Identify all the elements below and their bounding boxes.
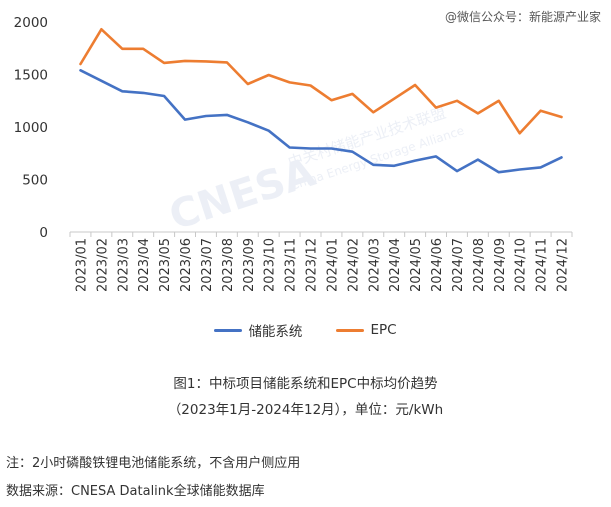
- y-tick-label: 2000: [14, 15, 48, 31]
- x-tick-label: 2024/02: [346, 238, 361, 292]
- series-lines: [79, 27, 563, 174]
- x-tick-label: 2023/05: [158, 238, 173, 292]
- x-tick-label: 2023/11: [284, 238, 299, 292]
- x-tick-label: 2024/10: [514, 238, 529, 292]
- x-tick-label: 2024/01: [325, 238, 340, 292]
- y-tick-label: 1500: [14, 68, 48, 84]
- x-tick-label: 2023/02: [95, 238, 110, 292]
- source-badge: @微信公众号：新能源产业家: [444, 10, 601, 24]
- caption-unit: （2023年1月-2024年12月），单位：元/kWh: [167, 402, 444, 418]
- x-tick-label: 2023/06: [179, 238, 194, 292]
- y-tick-label: 0: [39, 225, 48, 241]
- x-tick-label: 2023/08: [221, 238, 236, 292]
- footnote: 注：2小时磷酸铁锂电池储能系统，不含用户侧应用: [6, 456, 301, 471]
- x-tick-label: 2023/03: [116, 238, 131, 292]
- legend-label-epc: EPC: [370, 322, 397, 338]
- x-tick-label: 2024/08: [472, 238, 487, 292]
- series-line-storage-system: [79, 69, 563, 174]
- x-tick-label: 2024/09: [493, 238, 508, 292]
- line-chart: CNESA 中关村储能产业技术联盟 China Energy Storage A…: [14, 15, 573, 292]
- data-source: 数据来源：CNESA Datalink全球储能数据库: [6, 484, 265, 499]
- y-tick-label: 500: [22, 173, 48, 189]
- legend-swatch-epc: [336, 328, 365, 332]
- legend-item-storage-system: 储能系统: [214, 320, 302, 340]
- legend-swatch-storage-system: [214, 328, 243, 332]
- x-tick-label: 2023/10: [263, 238, 278, 292]
- x-tick-label: 2023/09: [242, 238, 257, 292]
- x-tick-label: 2023/12: [305, 238, 320, 292]
- x-tick-label: 2024/05: [409, 238, 424, 292]
- x-tick-label: 2023/07: [200, 238, 215, 292]
- x-tick-label: 2023/04: [137, 238, 152, 292]
- legend-label-storage-system: 储能系统: [248, 324, 303, 340]
- x-tick-label: 2023/01: [74, 238, 89, 292]
- caption-title: 图1：中标项目储能系统和EPC中标均价趋势: [173, 376, 438, 392]
- x-tick-label: 2024/03: [367, 238, 382, 292]
- legend-item-epc: EPC: [336, 322, 397, 338]
- x-tick-label: 2024/11: [535, 238, 550, 292]
- axes: 0 500 1000 1500 2000 2023/01 2023/02 2023/03 202…: [14, 15, 573, 292]
- x-tick-label: 2024/06: [430, 238, 445, 292]
- legend: 储能系统 EPC: [0, 318, 611, 342]
- x-tick-label: 2024/12: [556, 238, 571, 292]
- x-tick-label: 2024/04: [388, 238, 403, 292]
- series-line-epc: [79, 27, 563, 135]
- cnesa-watermark: CNESA 中关村储能产业技术联盟 China Energy Storage A…: [164, 104, 466, 240]
- x-tick-label: 2024/07: [451, 238, 466, 292]
- y-tick-label: 1000: [14, 120, 48, 136]
